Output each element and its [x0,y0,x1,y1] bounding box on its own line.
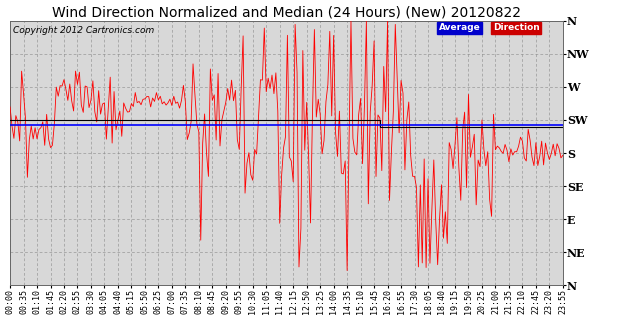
Text: Copyright 2012 Cartronics.com: Copyright 2012 Cartronics.com [13,26,154,35]
Text: Average: Average [438,23,480,32]
Text: Direction: Direction [493,23,540,32]
Title: Wind Direction Normalized and Median (24 Hours) (New) 20120822: Wind Direction Normalized and Median (24… [52,5,521,20]
